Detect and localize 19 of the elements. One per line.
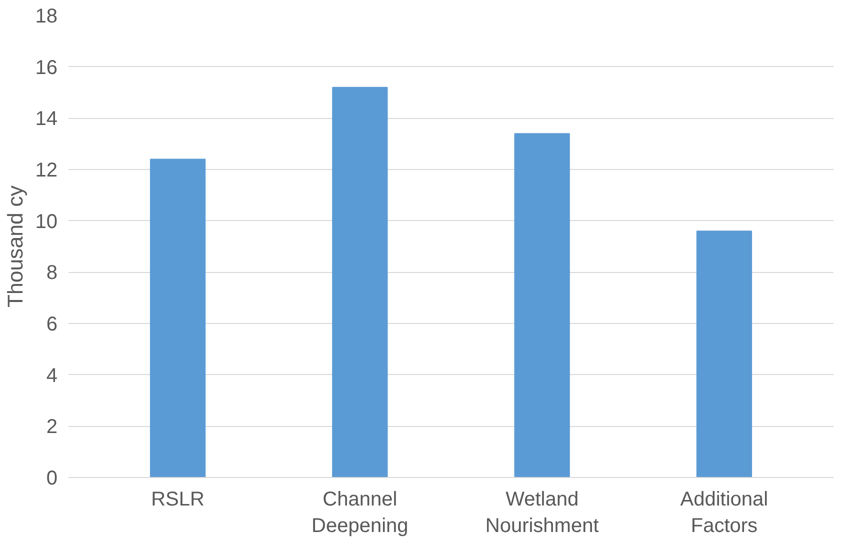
- y-tick-label: 12: [35, 160, 58, 182]
- y-tick-label: 6: [46, 314, 58, 336]
- y-tick-label: 18: [35, 6, 58, 28]
- bar: [514, 133, 570, 478]
- y-tick-label: 0: [46, 468, 58, 490]
- bar: [150, 158, 206, 478]
- y-tick-label: 16: [35, 56, 58, 79]
- y-axis-title: Thousand cy: [3, 185, 28, 308]
- x-tick-label: Channel Deepening: [312, 488, 408, 537]
- y-tick-label: 4: [46, 364, 58, 387]
- x-tick-label: Wetland Nourishment: [485, 488, 600, 537]
- y-tick-label: 14: [35, 108, 58, 130]
- x-tick-label: RSLR: [151, 488, 204, 510]
- x-tick-label: Additional Factors: [680, 488, 768, 537]
- y-tick-label: 2: [46, 416, 58, 438]
- bar: [696, 230, 752, 478]
- y-tick-label: 10: [35, 210, 58, 233]
- y-tick-label: 8: [46, 262, 58, 284]
- bar: [332, 86, 388, 478]
